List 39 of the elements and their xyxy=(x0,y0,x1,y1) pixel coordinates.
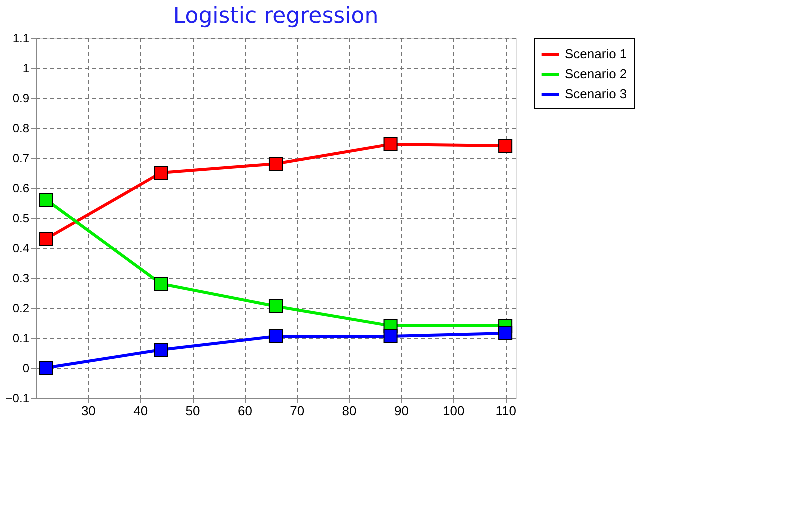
legend-label: Scenario 2 xyxy=(565,66,628,82)
x-tick-label: 110 xyxy=(496,404,516,418)
y-tick-label: 0.8 xyxy=(12,122,30,136)
point xyxy=(154,276,168,292)
point xyxy=(39,232,54,246)
y-tick-label: 0.3 xyxy=(12,272,30,286)
x-tick-label: 30 xyxy=(81,404,96,418)
x-tick-label: 80 xyxy=(342,404,357,418)
y-tick-label: 0 xyxy=(22,362,30,376)
y-tick-label: 0.1 xyxy=(12,332,30,346)
y-tick-label: 0.7 xyxy=(12,152,30,166)
x-tick-label: 50 xyxy=(186,404,200,418)
chart-title: Logistic regression xyxy=(173,4,379,29)
point xyxy=(384,137,398,152)
x-tick-label: 60 xyxy=(238,404,252,418)
y-tick-label: 0.9 xyxy=(12,92,30,106)
x-tick-label: 40 xyxy=(134,404,148,418)
point xyxy=(268,329,284,344)
point xyxy=(498,138,513,154)
point xyxy=(39,360,54,376)
legend-label: Scenario 1 xyxy=(565,46,628,62)
y-tick-label: 0.6 xyxy=(12,182,30,196)
x-tick-label: 70 xyxy=(290,404,305,418)
y-tick-label: 0.5 xyxy=(12,212,30,226)
point xyxy=(154,342,168,358)
x-tick-label: 100 xyxy=(443,404,465,418)
y-tick-label: 1.1 xyxy=(12,32,30,46)
point xyxy=(39,192,54,208)
y-tick-label: 1 xyxy=(22,62,30,76)
point xyxy=(154,166,168,180)
y-tick-label: −0.1 xyxy=(6,392,30,406)
legend-label: Scenario 3 xyxy=(565,86,628,102)
y-tick-label: 0.2 xyxy=(12,302,30,316)
point xyxy=(268,156,284,172)
y-tick-label: 0.4 xyxy=(12,242,30,256)
point xyxy=(268,299,284,314)
point xyxy=(384,329,398,344)
x-tick-label: 90 xyxy=(394,404,409,418)
point xyxy=(498,326,513,341)
